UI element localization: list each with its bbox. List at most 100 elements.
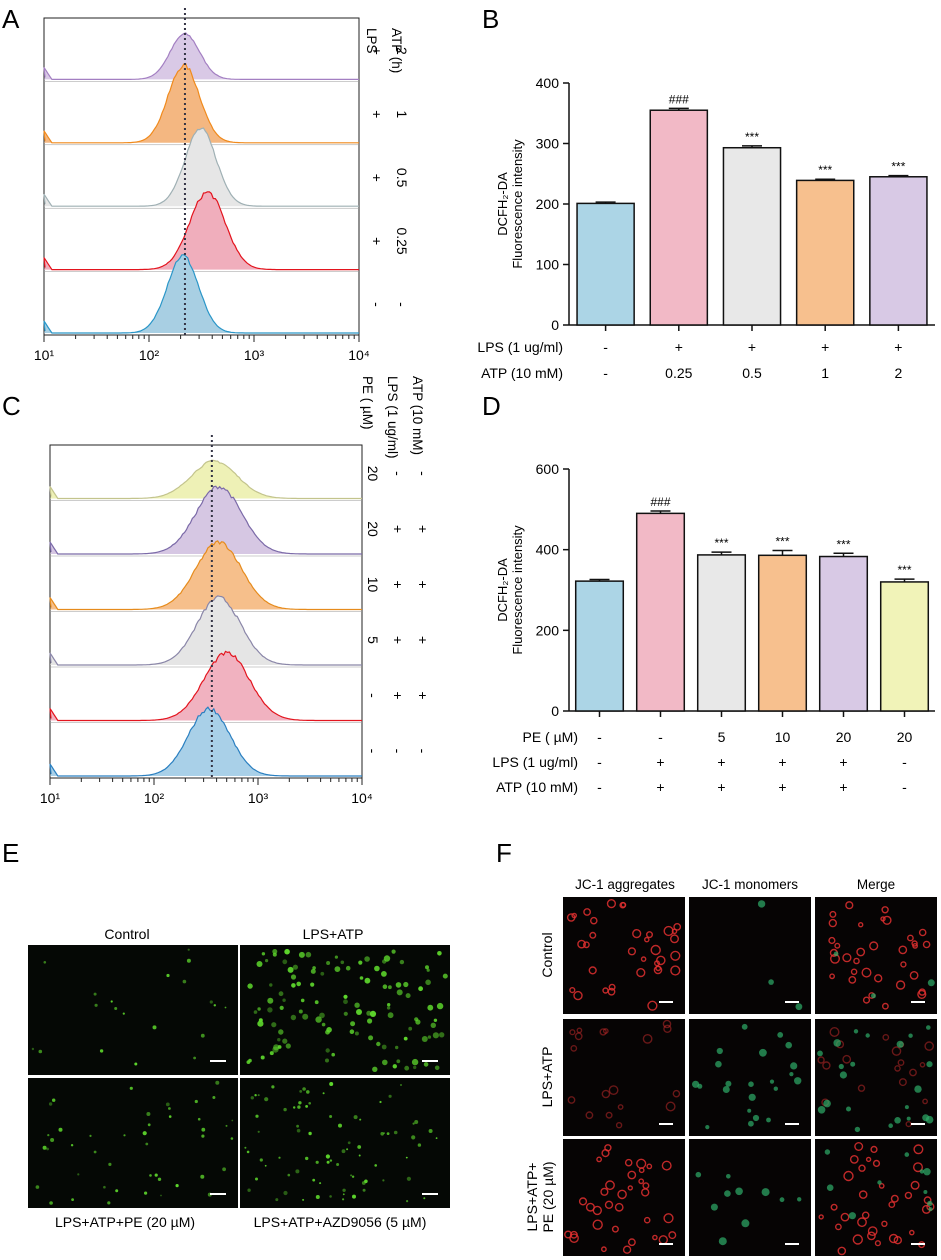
track-condition-label: +: [390, 636, 406, 644]
row-label: LPS+ATP: [539, 1047, 555, 1108]
cell-dot: [392, 1064, 397, 1069]
cell-dot: [427, 1035, 432, 1039]
aggregate-cell: [624, 1158, 633, 1167]
monomer-cell: [726, 1174, 731, 1179]
monomer-cell: [824, 1149, 831, 1155]
monomer-cell: [779, 1197, 785, 1203]
cell-dot: [168, 1107, 171, 1110]
monomer-cell: [766, 1117, 771, 1123]
histogram-curve: [49, 706, 362, 777]
condition-value: -: [597, 754, 602, 770]
monomer-cell: [896, 1040, 904, 1048]
aggregate-cell: [842, 953, 852, 963]
aggregate-cell: [852, 1234, 863, 1245]
monomer-cell: [752, 1114, 760, 1122]
y-tick-label: 600: [536, 461, 560, 477]
cell-dot: [331, 1052, 336, 1057]
aggregate-cell: [848, 976, 857, 984]
cell-dot: [297, 1105, 301, 1109]
cell-dot: [213, 1004, 216, 1007]
cell-dot: [382, 1179, 385, 1182]
cell-dot: [400, 1084, 402, 1086]
aggregate-cell: [668, 1231, 677, 1240]
aggregate-cell: [850, 968, 858, 976]
aggregate-cell: [904, 1191, 913, 1200]
y-tick-label: 100: [536, 257, 560, 273]
monomer-cell: [926, 1061, 933, 1068]
cell-dot: [46, 1147, 49, 1151]
cell-dot: [300, 998, 305, 1003]
cell-dot: [285, 1043, 291, 1049]
cell-dot: [411, 1058, 419, 1066]
monomer-cell: [695, 1171, 702, 1178]
cell-dot: [298, 1009, 303, 1014]
micrograph: [28, 1078, 238, 1208]
cell-dot: [272, 952, 277, 957]
aggregate-cell: [898, 1078, 907, 1087]
aggregate-cell: [569, 1233, 579, 1243]
cell-dot: [421, 1036, 428, 1042]
cell-dot: [115, 1189, 119, 1193]
cell-dot: [334, 955, 338, 959]
aggregate-cell: [601, 1148, 610, 1158]
track-condition-label: +: [390, 525, 406, 533]
cell-dot: [347, 1141, 351, 1145]
monomer-cell: [826, 1184, 834, 1191]
aggregate-cell: [830, 1203, 838, 1211]
cell-dot: [197, 1117, 201, 1121]
cell-dot: [404, 1065, 410, 1071]
track-condition-label: -: [365, 693, 381, 698]
aggregate-cell: [638, 1178, 645, 1185]
cell-dot: [103, 1185, 106, 1189]
cell-dot: [142, 1131, 147, 1136]
aggregate-cell: [570, 1045, 578, 1052]
monomer-cell: [722, 1086, 730, 1093]
cell-dot: [432, 1032, 439, 1039]
monomer-cell: [928, 1207, 933, 1212]
cell-dot: [201, 1134, 205, 1138]
condition-value: -: [597, 729, 602, 745]
cell-dot: [406, 1176, 411, 1181]
cell-dot: [273, 1044, 280, 1051]
cell-dot: [194, 1099, 198, 1104]
monomer-cell: [692, 1080, 700, 1088]
cell-dot: [247, 983, 253, 989]
significance-label: ###: [650, 495, 670, 509]
row-header-label: LPS (1 ug/ml): [385, 376, 400, 459]
cell-dot: [291, 983, 296, 988]
condition-value: 1: [821, 365, 829, 381]
row-label: PE (20 µM): [540, 1161, 556, 1232]
cell-dot: [353, 1115, 358, 1120]
cell-dot: [325, 1048, 330, 1053]
condition-label: LPS (1 ug/ml): [492, 754, 578, 770]
micrograph-label: LPS+ATP+PE (20 µM): [55, 1214, 195, 1230]
cell-dot: [338, 1123, 342, 1128]
cell-dot: [275, 1198, 279, 1202]
histogram-fill: [50, 651, 362, 721]
cell-dot: [146, 1112, 151, 1116]
cell-dot: [425, 965, 429, 970]
monomer-cell: [768, 979, 774, 985]
aggregate-cell: [636, 967, 646, 978]
aggregate-cell: [611, 1225, 619, 1233]
cell-dot: [308, 1131, 312, 1136]
y-tick-label: 300: [536, 136, 560, 152]
aggregate-cell: [834, 942, 841, 949]
histogram-frame: [43, 17, 360, 336]
monomer-cell: [741, 1023, 748, 1030]
condition-label: PE ( µM): [522, 729, 578, 745]
cell-dot: [369, 1010, 377, 1018]
cell-dot: [261, 952, 266, 956]
cell-dot: [305, 951, 312, 958]
cell-dot: [246, 1150, 250, 1154]
monomer-cell: [877, 1180, 882, 1185]
aggregate-cell: [599, 1028, 607, 1036]
aggregate-cell: [869, 941, 879, 951]
cell-dot: [224, 1006, 227, 1009]
panel-label-f: F: [496, 838, 512, 868]
monomer-cell: [747, 1108, 752, 1113]
monomer-cell: [724, 1190, 731, 1197]
aggregate-cell: [858, 1164, 866, 1172]
cell-dot: [267, 997, 274, 1004]
